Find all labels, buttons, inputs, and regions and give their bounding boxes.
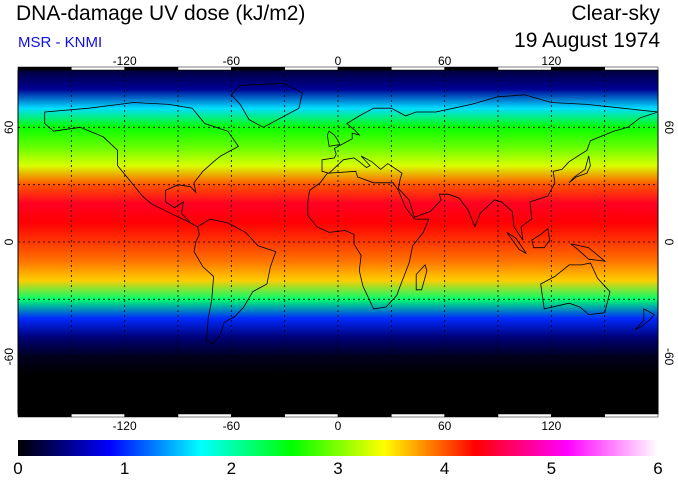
lon-tick-label-top: -120 (113, 54, 137, 68)
frame-segment-top (604, 66, 659, 71)
africa-coastline (307, 170, 430, 310)
colorbar: 0 1 2 3 4 5 6 (13, 440, 663, 478)
frame-segment-top (284, 66, 339, 71)
colorbar-tick-label: 3 (333, 459, 342, 478)
frame-segment-bottom (231, 413, 285, 418)
lat-tick-label-left: 60 (2, 120, 16, 134)
colorbar-gradient (18, 440, 658, 456)
lat-tick-label-right: -60 (662, 348, 676, 366)
frame-segment-bottom (391, 413, 445, 418)
new-guinea-coastline (570, 243, 606, 262)
frame-segment-bottom (497, 413, 552, 418)
colorbar-tick-label: 4 (440, 459, 449, 478)
colorbar-tick-label: 5 (547, 459, 556, 478)
lon-tick-label-top: 0 (335, 54, 342, 68)
colorbar-tick-label: 0 (13, 459, 22, 478)
colorbar-tick-label: 1 (120, 459, 129, 478)
lon-tick-label-bottom: -120 (113, 419, 137, 433)
lon-tick-label-top: 120 (541, 54, 561, 68)
madagascar-coastline (415, 264, 428, 291)
new-zealand-coastline (634, 308, 656, 331)
lat-tick-label-right: 60 (662, 121, 676, 135)
frame-segment-bottom (604, 413, 659, 418)
source-label: MSR - KNMI (18, 34, 103, 51)
south-america-coastline (193, 218, 277, 344)
frame-segment-bottom (71, 413, 125, 418)
sumatra-coastline (506, 232, 527, 254)
borneo-coastline (531, 227, 551, 249)
frame-segment-bottom (444, 413, 499, 418)
lat-tick-label-left: 0 (2, 238, 16, 245)
colorbar-tick-label: 6 (653, 459, 662, 478)
colorbar-tick-label: 2 (227, 459, 236, 478)
japan-coastline (568, 155, 591, 184)
frame-segment-top (391, 66, 445, 71)
great-britain-coastline (326, 130, 341, 147)
frame-segment-bottom (551, 413, 605, 418)
axis-ticks: -120 -120 -60 -60 0 0 60 60 120 120 60 60 0 0 -60 -60 (2, 54, 676, 433)
frame-segment-top (17, 66, 72, 71)
eurasia-coastline (321, 94, 658, 241)
north-america-coastline (44, 102, 239, 228)
frame-segment-top (337, 66, 392, 71)
lon-tick-label-bottom: 120 (541, 419, 561, 433)
lat-tick-label-left: -60 (2, 348, 16, 366)
frame-segment-bottom (337, 413, 392, 418)
date-label: 19 August 1974 (514, 29, 660, 52)
frame-segment-top (444, 66, 499, 71)
lon-tick-label-top: 60 (438, 54, 452, 68)
graticule (18, 70, 658, 414)
australia-coastline (540, 262, 611, 316)
frame-segment-bottom (17, 413, 72, 418)
lon-tick-label-bottom: 0 (335, 419, 342, 433)
lon-tick-label-bottom: 60 (438, 419, 452, 433)
map-title: DNA-damage UV dose (kJ/m2) (16, 2, 306, 25)
frame-segment-bottom (177, 413, 232, 418)
frame-segment-bottom (284, 413, 339, 418)
sky-condition-label: Clear-sky (571, 2, 660, 25)
lon-tick-label-top: -60 (223, 54, 241, 68)
lat-tick-label-right: 0 (662, 239, 676, 246)
lon-tick-label-bottom: -60 (223, 419, 241, 433)
frame-segment-bottom (124, 413, 179, 418)
